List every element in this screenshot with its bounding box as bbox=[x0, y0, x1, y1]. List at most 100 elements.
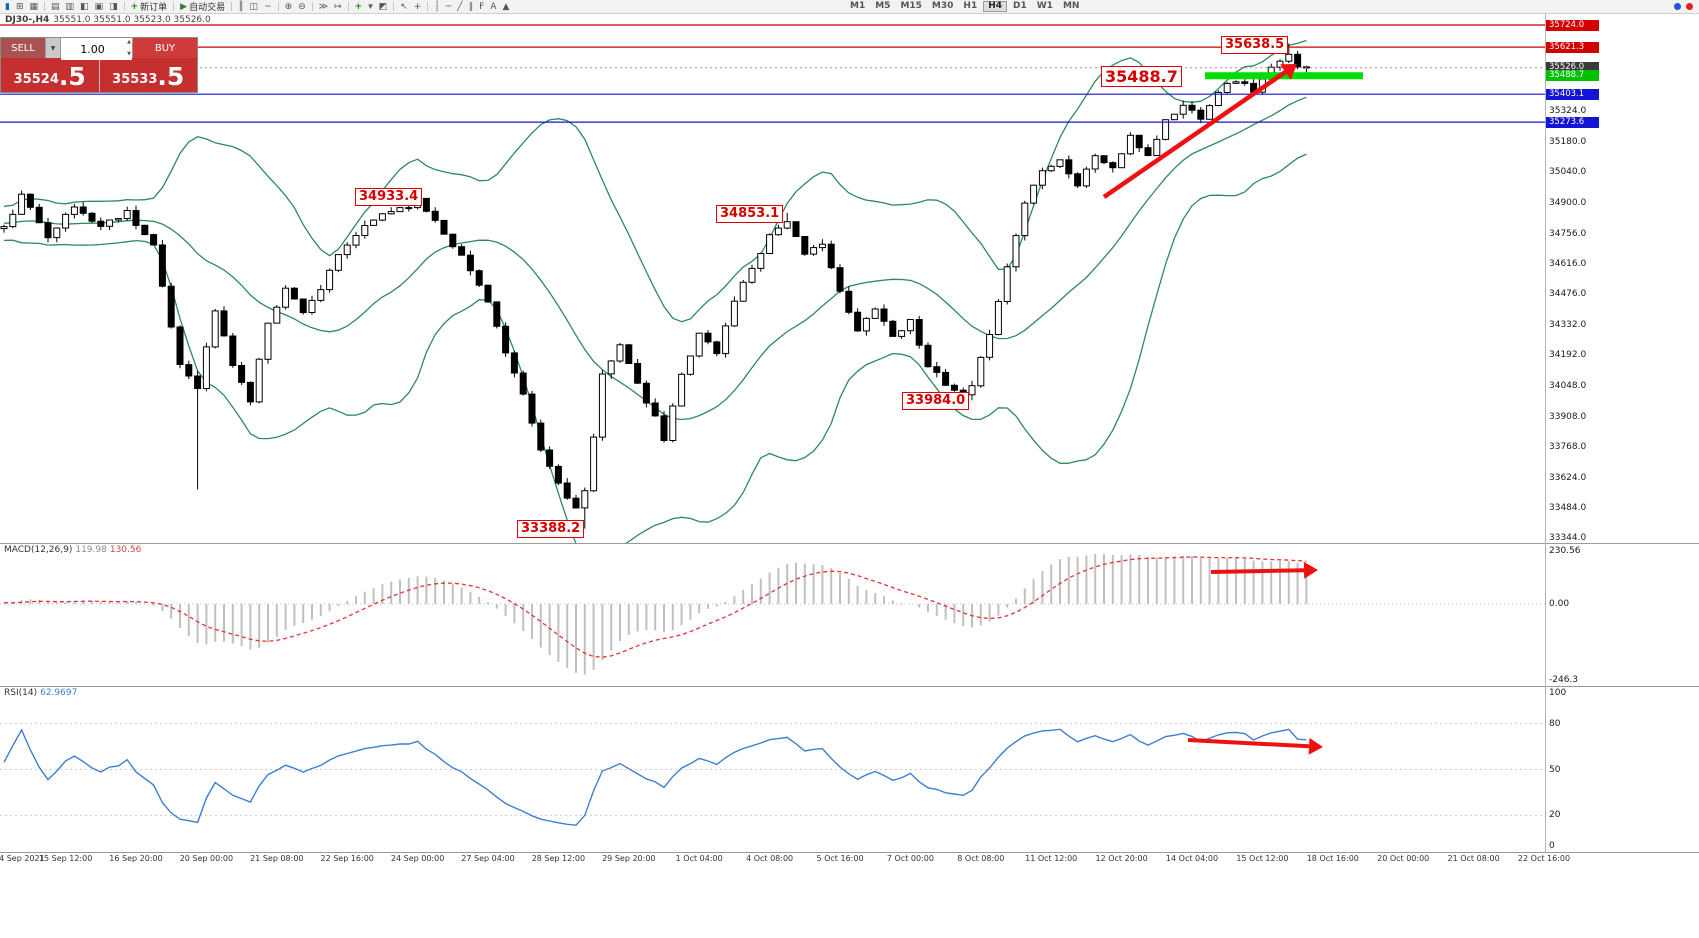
timeframe-d1-button[interactable]: D1 bbox=[1013, 1, 1027, 11]
templates-icon[interactable]: ◩ bbox=[377, 1, 390, 13]
chart-shift-icon[interactable]: ↦ bbox=[332, 1, 344, 13]
buy-button[interactable]: 35533.5 bbox=[99, 58, 197, 92]
panel-separator[interactable] bbox=[0, 543, 1699, 544]
rsi-axis-label: 50 bbox=[1549, 764, 1561, 775]
fibonacci-icon: F bbox=[479, 1, 485, 12]
cursor-icon[interactable]: ↖ bbox=[398, 1, 410, 13]
channel-icon[interactable]: ∥ bbox=[467, 1, 476, 13]
sell-price-main: 35524 bbox=[13, 72, 59, 87]
price-axis-label: 35324.0 bbox=[1549, 106, 1587, 117]
chart-ohlc-values: 35551.0 35551.0 35523.0 35526.0 bbox=[53, 15, 211, 25]
timeframe-m30-button[interactable]: M30 bbox=[931, 1, 954, 11]
profiles-icon[interactable]: ▦ bbox=[28, 1, 41, 13]
price-axis-border bbox=[1545, 14, 1546, 852]
timeframe-h1-button[interactable]: H1 bbox=[963, 1, 978, 11]
sell-button[interactable]: 35524.5 bbox=[1, 58, 100, 92]
price-axis-label: 33624.0 bbox=[1549, 472, 1587, 483]
main-trend-arrow[interactable] bbox=[1102, 64, 1297, 199]
trendline-icon[interactable]: ╱ bbox=[455, 1, 464, 13]
crosshair-icon[interactable]: + bbox=[412, 1, 424, 13]
panel-separator[interactable] bbox=[0, 686, 1699, 687]
bollinger-bands bbox=[3, 39, 1307, 543]
new-chart-icon[interactable]: ⊞ bbox=[14, 1, 26, 13]
time-axis-label: 15 Oct 12:00 bbox=[1236, 854, 1289, 863]
support-zone-line[interactable] bbox=[1205, 72, 1363, 80]
navigator-icon[interactable]: ◧ bbox=[78, 1, 91, 13]
timeframe-m1-button[interactable]: M1 bbox=[850, 1, 866, 11]
price-callout[interactable]: 33984.0 bbox=[902, 392, 970, 410]
line-chart-icon[interactable]: ~ bbox=[262, 1, 274, 13]
time-axis-label: 1 Oct 04:00 bbox=[675, 854, 723, 863]
macd-histogram bbox=[3, 554, 1308, 675]
candlestick-chart-icon[interactable]: ◫ bbox=[248, 1, 261, 13]
timeframe-h4-button[interactable]: H4 bbox=[983, 1, 1007, 12]
bar-chart-icon[interactable]: ║ bbox=[236, 1, 245, 13]
sell-price-frac: .5 bbox=[58, 62, 86, 91]
vertical-line-icon[interactable]: │ bbox=[432, 1, 441, 13]
time-axis-label: 29 Sep 20:00 bbox=[602, 854, 656, 863]
volume-input[interactable] bbox=[61, 39, 132, 60]
price-callout[interactable]: 34933.4 bbox=[355, 188, 423, 206]
toolbar-separator bbox=[311, 2, 313, 11]
zoom-out-icon[interactable]: ⊖ bbox=[296, 1, 308, 13]
auto-scroll-icon: ≫ bbox=[318, 1, 329, 12]
app-logo-icon[interactable]: ▮ bbox=[3, 1, 12, 13]
price-callout[interactable]: 35638.5 bbox=[1221, 36, 1289, 54]
rsi-panel[interactable] bbox=[0, 687, 1545, 852]
zoom-out-icon: ⊖ bbox=[298, 1, 306, 12]
price-chart[interactable] bbox=[0, 14, 1545, 543]
buy-header[interactable]: BUY bbox=[133, 38, 197, 58]
rsi-axis-label: 100 bbox=[1549, 688, 1567, 698]
macd-trend-arrow[interactable] bbox=[1210, 561, 1318, 579]
new-order-icon[interactable]: + 新订单 bbox=[129, 1, 170, 14]
market-watch-icon[interactable]: ▤ bbox=[49, 1, 62, 13]
macd-panel[interactable] bbox=[0, 544, 1545, 686]
price-callout[interactable]: 34853.1 bbox=[716, 205, 784, 223]
rsi-trend-arrow[interactable] bbox=[1187, 737, 1323, 755]
price-axis-label: 35180.0 bbox=[1549, 137, 1587, 148]
rsi-axis-label: 80 bbox=[1549, 718, 1561, 729]
timeframe-m15-button[interactable]: M15 bbox=[900, 1, 922, 11]
auto-scroll-icon[interactable]: ≫ bbox=[317, 1, 330, 13]
indicators-icon[interactable]: + bbox=[353, 1, 365, 13]
price-callout[interactable]: 35488.7 bbox=[1101, 66, 1182, 88]
time-axis-label: 18 Oct 16:00 bbox=[1306, 854, 1359, 863]
order-type-dropdown[interactable]: ▼ bbox=[45, 38, 60, 58]
price-axis-label: 35040.0 bbox=[1549, 167, 1587, 178]
fibonacci-icon[interactable]: F bbox=[477, 1, 486, 13]
autotrading-icon[interactable]: ▶ 自动交易 bbox=[178, 1, 227, 14]
timeframe-w1-button[interactable]: W1 bbox=[1036, 1, 1053, 11]
toolbar-separator bbox=[44, 2, 46, 11]
timeframe-mn-button[interactable]: MN bbox=[1062, 1, 1080, 11]
new-order-label: 新订单 bbox=[140, 3, 168, 13]
volume-down-icon[interactable]: ▼ bbox=[127, 51, 131, 57]
autotrading-label: 自动交易 bbox=[189, 3, 226, 13]
price-tag: 35488.7 bbox=[1546, 70, 1599, 82]
arrows-tool-icon[interactable]: ▲ bbox=[500, 1, 511, 13]
strategy-tester-icon[interactable]: ◨ bbox=[107, 1, 120, 13]
data-window-icon[interactable]: ▥ bbox=[64, 1, 77, 13]
profiles-icon: ▦ bbox=[29, 1, 39, 12]
price-callout[interactable]: 33388.2 bbox=[517, 520, 585, 538]
text-label-icon[interactable]: A bbox=[488, 1, 498, 13]
arrows-tool-icon: ▲ bbox=[502, 1, 510, 12]
main-toolbar: ▮ ⊞ ▦ ▤ ▥ ◧ ▣ ◨ + 新订单 ▶ 自动交易 ║ ◫ ~ ⊕ ⊖ ≫ ↦ + ▾ ◩ ↖ + │ ─ ╱ ∥ F A ▲ M1 M… bbox=[0, 0, 1699, 14]
timeframe-m5-button[interactable]: M5 bbox=[875, 1, 891, 11]
data-window-icon: ▥ bbox=[65, 1, 75, 12]
templates-icon: ◩ bbox=[378, 1, 388, 12]
zoom-in-icon[interactable]: ⊕ bbox=[283, 1, 295, 13]
time-axis-label: 16 Sep 20:00 bbox=[109, 854, 163, 863]
toolbar-separator bbox=[173, 2, 175, 11]
chart-shift-icon: ↦ bbox=[334, 1, 342, 12]
price-tag: 35526.0 bbox=[1546, 62, 1599, 74]
volume-up-icon[interactable]: ▲ bbox=[127, 39, 131, 45]
buy-price-main: 35533 bbox=[112, 72, 158, 87]
periods-dropdown-icon[interactable]: ▾ bbox=[366, 1, 375, 13]
horizontal-line-icon[interactable]: ─ bbox=[444, 1, 453, 13]
sell-header[interactable]: SELL bbox=[1, 38, 45, 58]
new-chart-icon: ⊞ bbox=[15, 1, 24, 12]
terminal-icon[interactable]: ▣ bbox=[93, 1, 106, 13]
indicators-icon: + bbox=[354, 1, 363, 12]
price-tag: 35621.3 bbox=[1546, 41, 1599, 53]
